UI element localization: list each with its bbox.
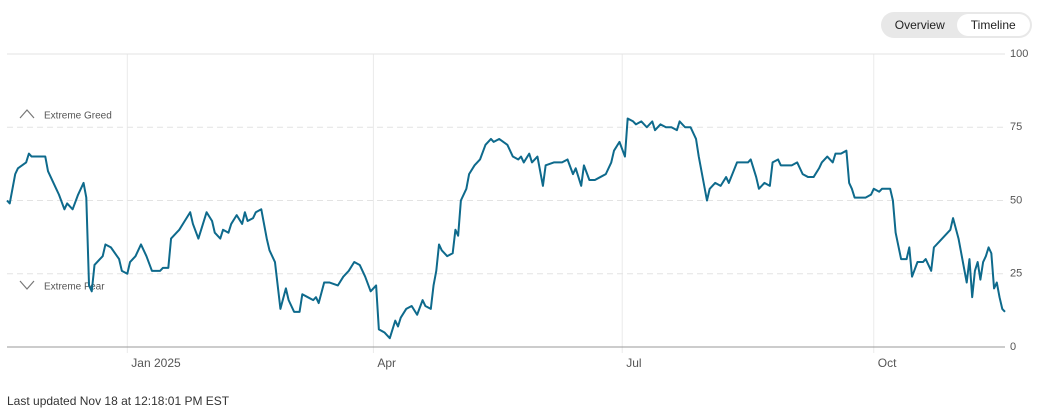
grid [7,53,1005,353]
y-tick-label: 25 [1010,268,1022,280]
line-series [6,117,1006,340]
x-tick-label: Jul [626,356,641,370]
x-tick-label: Oct [878,356,897,370]
toggle-option[interactable]: Overview [894,18,945,32]
y-tick-label: 100 [1010,48,1028,60]
greed-icon [19,109,35,119]
toggle-option[interactable]: Timeline [956,14,1030,36]
chart: Extreme Greed Extreme Fear Jan 2025 Apr Ju… [6,48,1028,370]
y-tick-label: 75 [1010,121,1022,133]
annotation: Extreme Greed [44,111,112,122]
x-tick-label: Apr [377,356,396,370]
y-tick-label: 50 [1010,194,1022,206]
x-tick-label: Jan 2025 [131,356,181,370]
annotation: Extreme Fear [44,282,105,293]
view-toggle: Overview Timeline [881,12,1032,38]
footer: Last updated Nov 18 at 12:18:01 PM EST [7,394,230,408]
fear-icon [19,280,35,290]
y-tick-label: 0 [1010,341,1016,353]
